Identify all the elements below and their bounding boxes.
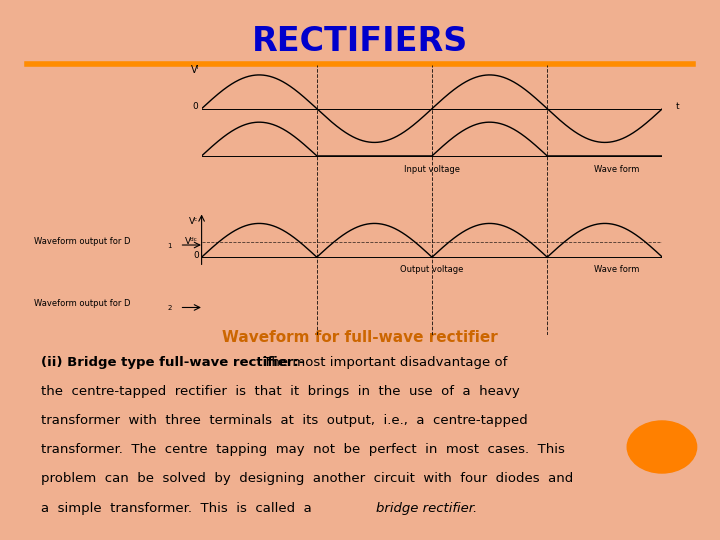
Text: Waveform output for D: Waveform output for D xyxy=(34,237,130,246)
Text: The most important disadvantage of: The most important disadvantage of xyxy=(259,356,508,369)
Text: Waveform for full-wave rectifier: Waveform for full-wave rectifier xyxy=(222,330,498,345)
Text: Waveform output for D: Waveform output for D xyxy=(34,299,130,308)
Text: RECTIFIERS: RECTIFIERS xyxy=(252,25,468,58)
Text: a  simple  transformer.  This  is  called  a: a simple transformer. This is called a xyxy=(41,502,320,515)
Text: bridge rectifier.: bridge rectifier. xyxy=(376,502,477,515)
Text: 1: 1 xyxy=(167,242,171,248)
Text: 2: 2 xyxy=(167,305,171,311)
Text: Vᵈᶜ: Vᵈᶜ xyxy=(185,238,198,246)
Text: transformer.  The  centre  tapping  may  not  be  perfect  in  most  cases.  Thi: transformer. The centre tapping may not … xyxy=(41,443,564,456)
Text: Vᶜ: Vᶜ xyxy=(189,217,198,226)
Text: 0: 0 xyxy=(192,103,198,111)
Text: Output voltage: Output voltage xyxy=(400,266,464,274)
Circle shape xyxy=(627,421,697,473)
Text: problem  can  be  solved  by  designing  another  circuit  with  four  diodes  a: problem can be solved by designing anoth… xyxy=(41,472,573,485)
Text: 0: 0 xyxy=(193,251,199,260)
Text: transformer  with  three  terminals  at  its  output,  i.e.,  a  centre-tapped: transformer with three terminals at its … xyxy=(41,414,528,427)
Text: Wave form: Wave form xyxy=(593,165,639,174)
Text: t: t xyxy=(675,103,679,111)
Text: Vᴵ: Vᴵ xyxy=(191,65,199,75)
Text: (ii) Bridge type full-wave rectifier:-: (ii) Bridge type full-wave rectifier:- xyxy=(41,356,304,369)
Text: Input voltage: Input voltage xyxy=(404,165,460,174)
Text: Wave form: Wave form xyxy=(593,266,639,274)
Text: the  centre-tapped  rectifier  is  that  it  brings  in  the  use  of  a  heavy: the centre-tapped rectifier is that it b… xyxy=(41,385,519,398)
